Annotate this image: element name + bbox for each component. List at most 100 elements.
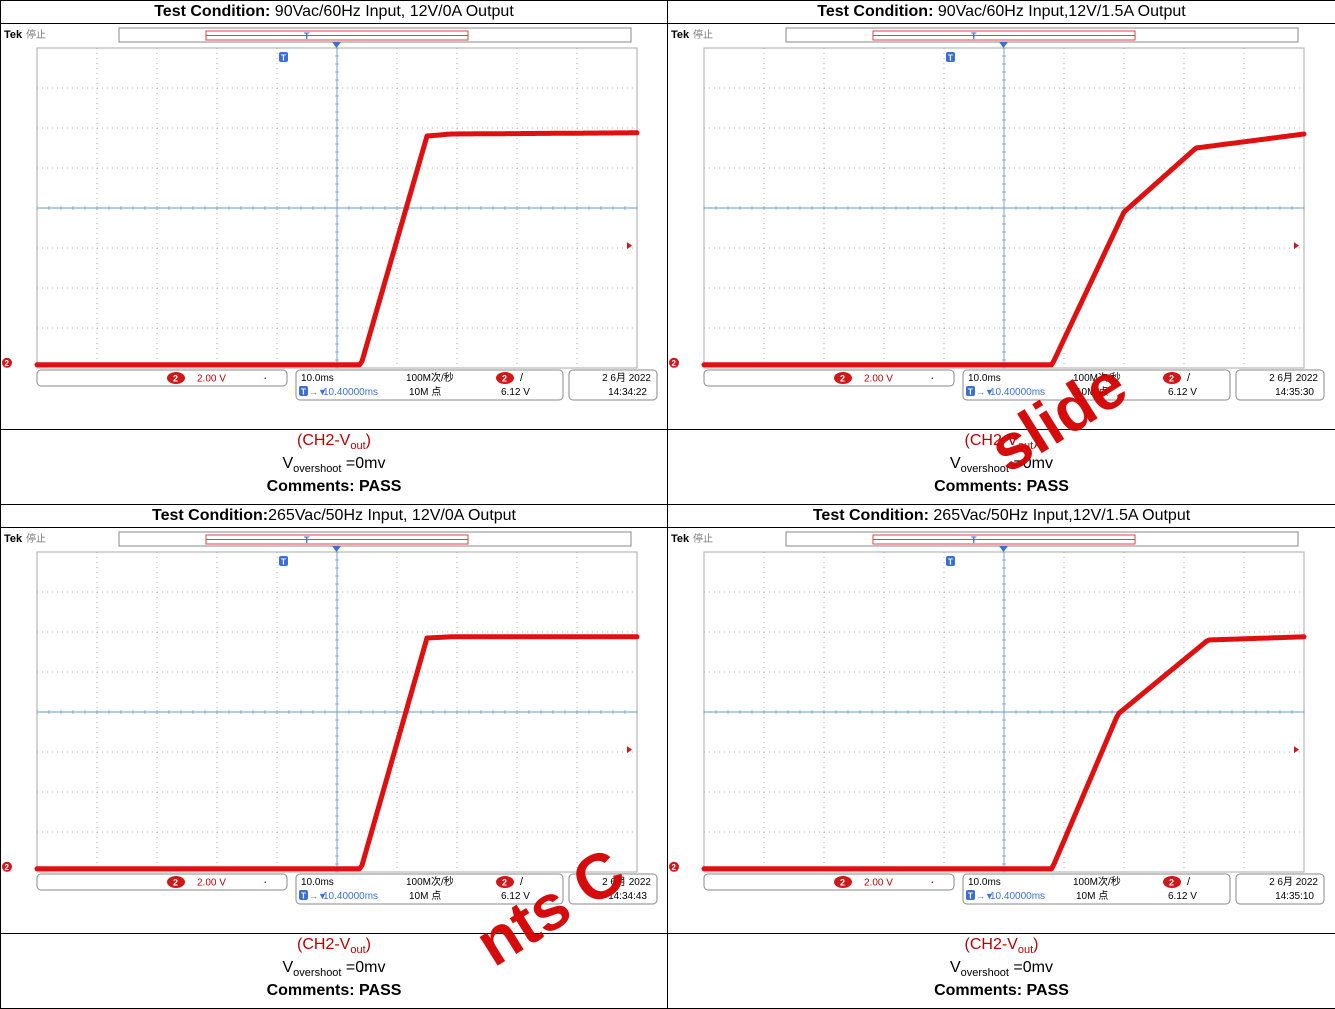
ch2-ground-label: 2: [5, 359, 10, 368]
record-trigger-marker: T: [971, 31, 977, 41]
capture-date: 2 6月 2022: [1269, 372, 1318, 384]
trigger-time-label: T: [281, 558, 286, 567]
capture-time: 14:34:22: [608, 387, 647, 398]
tek-logo: Tek: [671, 533, 690, 545]
condition-label: Test Condition:: [817, 3, 933, 20]
ch2-ground-label: 2: [5, 863, 10, 872]
channel-scale-box: [37, 874, 287, 890]
channel-scale-box: [704, 370, 954, 386]
bandwidth-icon: ·: [930, 873, 935, 889]
overshoot-value: Vovershoot =0mv: [668, 959, 1335, 982]
condition-label: Test Condition:: [152, 507, 268, 524]
trigger-position-marker: [332, 42, 341, 48]
trigger-position-value: 10.40000ms: [323, 891, 378, 902]
trigger-position-marker: [332, 546, 341, 552]
trigger-pos-icon-label: T: [301, 892, 306, 901]
tek-logo: Tek: [4, 533, 23, 545]
sample-rate-value: 100M次/秒: [406, 875, 454, 888]
sample-rate-value: 100M次/秒: [1073, 875, 1121, 888]
ch2-scale-badge-label: 2: [173, 878, 178, 888]
record-length-value: 10M 点: [1076, 386, 1108, 398]
timebase-value: 10.0ms: [301, 877, 334, 888]
trigger-source-label: 2: [1169, 878, 1174, 888]
ch2-scale-badge-label: 2: [840, 878, 845, 888]
record-length-value: 10M 点: [1076, 890, 1108, 902]
sample-rate-value: 100M次/秒: [406, 371, 454, 384]
trigger-position-value: 10.40000ms: [323, 387, 378, 398]
tek-logo: Tek: [4, 29, 23, 41]
condition-label: Test Condition:: [154, 3, 270, 20]
result-cell-3: (CH2-Vout) Vovershoot =0mv Comments: PAS…: [1, 934, 668, 1009]
test-condition-header-1: Test Condition: 90Vac/60Hz Input, 12V/0A…: [1, 1, 668, 24]
acquisition-state: 停止: [693, 532, 713, 545]
ch2-scale-badge-label: 2: [173, 374, 178, 384]
bandwidth-icon: ·: [930, 369, 935, 385]
record-length-value: 10M 点: [409, 890, 441, 902]
trigger-level-value: 6.12 V: [1168, 891, 1197, 902]
timebase-value: 10.0ms: [968, 877, 1001, 888]
condition-text: 90Vac/60Hz Input, 12V/0A Output: [270, 3, 513, 20]
trigger-position-value: 10.40000ms: [990, 891, 1045, 902]
trigger-pos-icon-label: T: [968, 388, 973, 397]
trigger-level-value: 6.12 V: [501, 387, 530, 398]
channel-label: (CH2-Vout): [1, 936, 667, 959]
acquisition-state: 停止: [693, 28, 713, 41]
capture-time: 14:35:10: [1275, 891, 1314, 902]
trigger-position-marker: [999, 42, 1008, 48]
trigger-source-label: 2: [502, 878, 507, 888]
bandwidth-icon: ·: [263, 369, 268, 385]
result-cell-2: (CH2-Vout) Vovershoot =0mv Comments: PAS…: [668, 430, 1335, 505]
trigger-position-marker: [999, 546, 1008, 552]
test-condition-header-2: Test Condition: 90Vac/60Hz Input,12V/1.5…: [668, 1, 1335, 24]
comments-label: Comments: PASS: [1, 478, 667, 496]
condition-text: 90Vac/60Hz Input,12V/1.5A Output: [933, 3, 1185, 20]
trigger-level-value: 6.12 V: [501, 891, 530, 902]
overshoot-value: Vovershoot =0mv: [1, 959, 667, 982]
channel-label: (CH2-Vout): [668, 936, 1335, 959]
trigger-source-label: 2: [1169, 374, 1174, 384]
timebase-value: 10.0ms: [968, 373, 1001, 384]
trigger-position-value: 10.40000ms: [990, 387, 1045, 398]
condition-text: 265Vac/50Hz Input,12V/1.5A Output: [929, 507, 1190, 524]
trigger-time-label: T: [948, 54, 953, 63]
trigger-time-label: T: [281, 54, 286, 63]
ch2-vertical-scale: 2.00 V: [197, 374, 226, 385]
record-trigger-marker: T: [304, 31, 310, 41]
channel-label: (CH2-Vout): [1, 432, 667, 455]
capture-date: 2 6月 2022: [602, 372, 651, 384]
acquisition-state: 停止: [26, 532, 46, 545]
capture-date: 2 6月 2022: [1269, 876, 1318, 888]
capture-time: 14:34:43: [608, 891, 647, 902]
ch2-scale-badge-label: 2: [840, 374, 845, 384]
channel-scale-box: [704, 874, 954, 890]
sample-rate-value: 100M次/秒: [1073, 371, 1121, 384]
ch2-ground-label: 2: [672, 863, 677, 872]
capture-date: 2 6月 2022: [602, 876, 651, 888]
trigger-pos-icon-label: T: [301, 388, 306, 397]
comments-label: Comments: PASS: [1, 982, 667, 1000]
ch2-vertical-scale: 2.00 V: [864, 878, 893, 889]
test-condition-header-3: Test Condition:265Vac/50Hz Input, 12V/0A…: [1, 505, 668, 528]
result-cell-4: (CH2-Vout) Vovershoot =0mv Comments: PAS…: [668, 934, 1335, 1009]
trigger-time-label: T: [948, 558, 953, 567]
capture-time: 14:35:30: [1275, 387, 1314, 398]
record-trigger-marker: T: [304, 535, 310, 545]
condition-label: Test Condition:: [813, 507, 929, 524]
timebase-value: 10.0ms: [301, 373, 334, 384]
result-cell-1: (CH2-Vout) Vovershoot =0mv Comments: PAS…: [1, 430, 668, 505]
record-length-value: 10M 点: [409, 386, 441, 398]
condition-text: 265Vac/50Hz Input, 12V/0A Output: [268, 507, 516, 524]
record-trigger-marker: T: [971, 535, 977, 545]
tek-logo: Tek: [671, 29, 690, 41]
overshoot-value: Vovershoot =0mv: [668, 455, 1335, 478]
trigger-source-label: 2: [502, 374, 507, 384]
trigger-pos-icon-label: T: [968, 892, 973, 901]
